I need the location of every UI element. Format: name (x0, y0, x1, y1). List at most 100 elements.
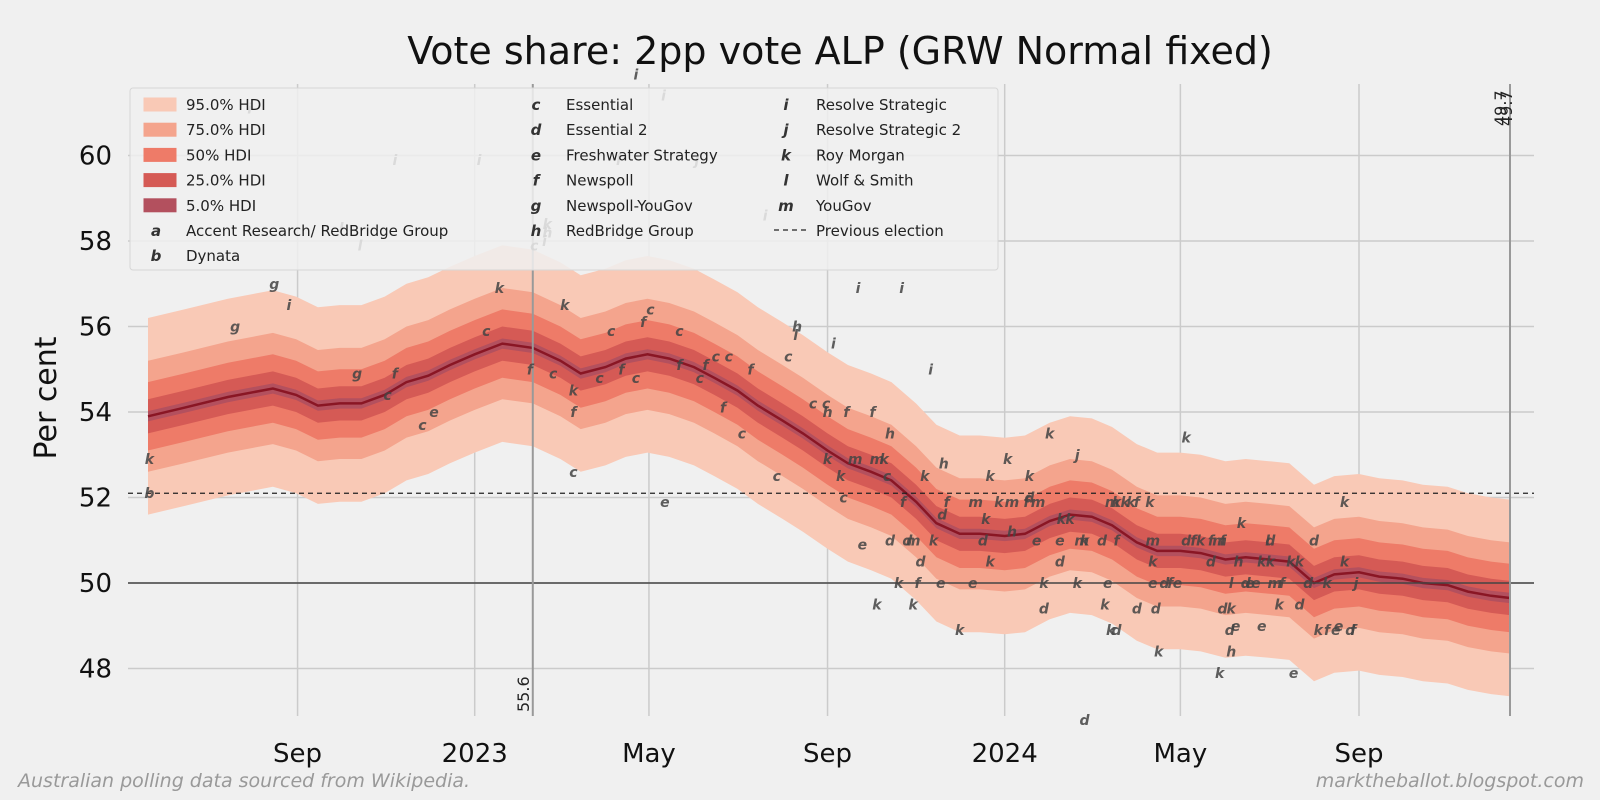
x-tick-label: Sep (803, 739, 852, 769)
poll-marker-k: k (1196, 533, 1207, 549)
poll-marker-f: f (1167, 576, 1175, 592)
y-tick-label: 48 (79, 655, 112, 685)
poll-marker-k: k (1295, 555, 1306, 571)
hdi-band-25-0pct (148, 326, 1510, 616)
poll-marker-c: c (822, 396, 831, 412)
poll-marker-d: d (1132, 602, 1143, 618)
poll-marker-j: j (1352, 576, 1359, 592)
poll-marker-f: f (1134, 495, 1142, 511)
poll-marker-m: m (1005, 495, 1020, 511)
poll-marker-e: e (968, 576, 978, 592)
poll-marker-f: f (1219, 533, 1227, 549)
poll-marker-k: k (495, 281, 506, 297)
legend-glyph-d: d (531, 121, 542, 139)
poll-marker-f: f (570, 405, 578, 421)
legend-swatch (143, 173, 177, 188)
poll-marker-f: f (915, 576, 923, 592)
poll-marker-k: k (1039, 576, 1050, 592)
poll-marker-k: k (920, 469, 931, 485)
legend-label: Dynata (186, 247, 240, 265)
poll-marker-m: m (1146, 533, 1161, 549)
poll-marker-m: m (848, 452, 863, 468)
legend-glyph-a: a (151, 222, 161, 240)
poll-marker-c: c (607, 324, 616, 340)
poll-marker-d: d (1265, 533, 1276, 549)
latest-value-label-overlap: 49.7 (1497, 90, 1516, 126)
poll-marker-c: c (784, 349, 793, 365)
poll-marker-k: k (1045, 426, 1056, 442)
poll-marker-k: k (1100, 597, 1111, 613)
poll-marker-k: k (1182, 431, 1193, 447)
poll-marker-d: d (978, 533, 989, 549)
poll-marker-e: e (1245, 576, 1255, 592)
poll-marker-c: c (773, 469, 782, 485)
poll-marker-b: b (144, 486, 154, 502)
median-line (147, 342, 1511, 600)
legend-label: Accent Research/ RedBridge Group (186, 222, 448, 240)
x-tick-label: 2024 (972, 739, 1038, 769)
poll-marker-h: h (885, 426, 895, 442)
y-tick-label: 52 (79, 484, 112, 514)
poll-marker-f: f (843, 405, 851, 421)
legend-box (129, 87, 999, 271)
legend-label: YouGov (815, 197, 872, 215)
poll-marker-k: k (1322, 576, 1333, 592)
legend-label: Newspoll (566, 172, 634, 190)
poll-marker-d: d (1080, 713, 1091, 729)
poll-marker-l: l (1265, 533, 1270, 549)
poll-marker-e: e (429, 405, 439, 421)
legend-label: Essential (566, 96, 633, 114)
poll-marker-c: c (549, 367, 558, 383)
poll-marker-k: k (1025, 469, 1036, 485)
poll-marker-e: e (1257, 619, 1267, 635)
poll-marker-k: k (1266, 555, 1277, 571)
poll-marker-f: f (944, 495, 952, 511)
y-axis-label: Per cent (29, 336, 64, 459)
x-tick-label: Sep (273, 739, 322, 769)
poll-marker-c: c (418, 418, 427, 434)
poll-marker-g: g (352, 367, 362, 383)
legend-layer: 95.0% HDI 75.0% HDI 50% HDI 25.0% HDI 5.0% H… (129, 87, 999, 271)
poll-marker-f: f (392, 367, 400, 383)
legend-label: Wolf & Smith (816, 172, 914, 190)
poll-marker-d: d (1294, 597, 1305, 613)
poll-marker-k: k (1126, 495, 1137, 511)
poll-marker-c: c (569, 465, 578, 481)
poll-marker-k: k (981, 512, 992, 528)
poll-marker-j: j (1073, 448, 1080, 464)
poll-marker-f: f (703, 358, 711, 374)
y-tick-label: 60 (79, 142, 112, 172)
legend-glyph-k: k (781, 146, 792, 164)
poll-marker-d: d (1181, 533, 1192, 549)
poll-marker-k: k (1286, 555, 1297, 571)
poll-marker-e: e (936, 576, 946, 592)
poll-marker-k: k (1340, 555, 1351, 571)
legend-glyph-g: g (531, 197, 542, 215)
poll-marker-g: g (269, 277, 279, 293)
poll-marker-f: f (900, 495, 908, 511)
legend-label: 25.0% HDI (186, 172, 266, 190)
poll-marker-f: f (1350, 623, 1358, 639)
poll-marker-d: d (1206, 555, 1217, 571)
poll-marker-k: k (1314, 623, 1325, 639)
legend-swatch (143, 198, 177, 213)
poll-marker-g: g (230, 320, 240, 336)
poll-marker-e: e (858, 538, 868, 554)
poll-marker-k: k (1227, 602, 1238, 618)
poll-marker-k: k (929, 533, 940, 549)
poll-marker-e: e (1055, 533, 1065, 549)
legend-glyph-f: f (533, 172, 542, 190)
legend-label: 50% HDI (186, 146, 251, 164)
poll-marker-k: k (1065, 512, 1076, 528)
poll-marker-m: m (968, 495, 983, 511)
legend-label: Freshwater Strategy (566, 146, 718, 164)
poll-layer: kbggiigllicfceikcfcihkckkfcccflicfciecfc… (144, 67, 1358, 729)
poll-marker-d: d (915, 555, 926, 571)
poll-marker-f: f (618, 362, 626, 378)
legend-label: Essential 2 (566, 121, 648, 139)
poll-marker-i: i (831, 337, 836, 353)
legend-glyph-m: m (778, 197, 794, 215)
poll-marker-m: m (1074, 533, 1089, 549)
poll-marker-c: c (809, 396, 818, 412)
